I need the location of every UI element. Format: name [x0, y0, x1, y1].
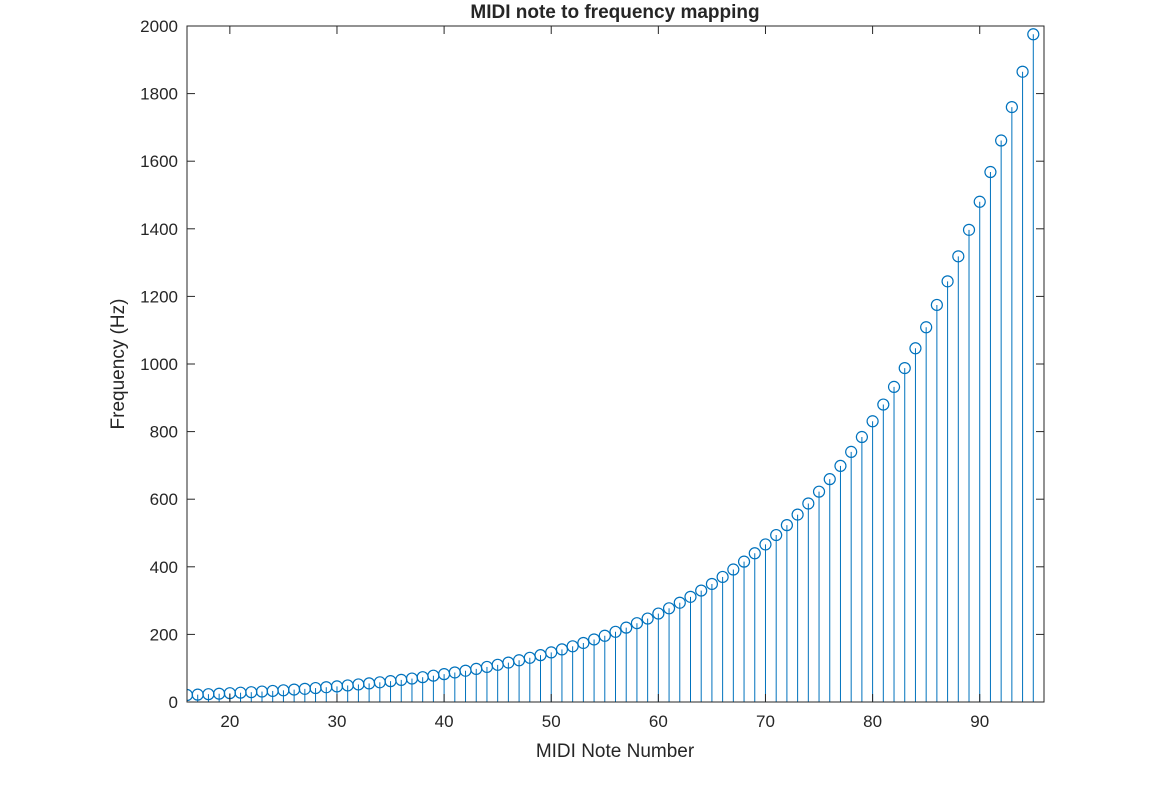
y-tick-label: 1000	[140, 355, 178, 374]
stem-marker	[898, 362, 911, 375]
stem-marker	[577, 636, 590, 650]
x-tick-label: 40	[435, 712, 454, 731]
x-tick-label: 70	[756, 712, 775, 731]
stem-marker	[791, 508, 804, 521]
stem-marker	[673, 596, 686, 609]
stem-marker	[834, 459, 847, 473]
chart-title: MIDI note to frequency mapping	[470, 2, 759, 23]
y-tick-label: 1600	[140, 152, 178, 171]
y-tick-label: 600	[150, 490, 178, 509]
stem-marker	[620, 621, 633, 634]
x-tick-label: 20	[220, 712, 239, 731]
y-tick-label: 1400	[140, 220, 178, 239]
stem-marker	[930, 298, 943, 312]
stem-marker	[770, 528, 783, 542]
stem-marker	[684, 590, 697, 603]
stem-marker	[855, 430, 868, 444]
stem-marker	[695, 584, 708, 597]
stem-marker	[973, 195, 986, 208]
stem-marker	[941, 275, 954, 288]
stem-marker	[587, 633, 601, 646]
x-tick-label: 60	[649, 712, 668, 731]
y-tick-label: 400	[150, 558, 178, 577]
x-axis-label: MIDI Note Number	[536, 741, 695, 762]
y-tick-label: 1800	[140, 85, 178, 104]
stem-marker	[1005, 101, 1018, 114]
stem-marker	[705, 577, 719, 591]
x-tick-label: 30	[328, 712, 347, 731]
stem-marker	[727, 563, 740, 576]
stem-marker	[866, 415, 879, 428]
stem-marker	[609, 625, 622, 638]
stem-marker	[984, 165, 997, 179]
stem-marker	[780, 519, 794, 532]
stem-marker	[845, 445, 858, 458]
y-tick-label: 1200	[140, 287, 178, 306]
x-tick-label: 50	[542, 712, 561, 731]
stem-marker	[962, 223, 976, 236]
stem-marker	[759, 538, 772, 551]
axes-box	[186, 25, 1045, 703]
stem-marker	[1016, 65, 1029, 78]
stem-marker	[737, 555, 751, 568]
stem-marker	[920, 321, 933, 334]
x-tick-label: 80	[863, 712, 882, 731]
stem-marker	[812, 485, 826, 498]
stem-marker	[630, 617, 644, 630]
stem-marker	[748, 547, 761, 560]
stem-marker	[1027, 28, 1040, 41]
stem-marker	[641, 612, 654, 625]
y-tick-label: 800	[150, 423, 178, 442]
y-tick-label: 0	[169, 693, 178, 712]
stem-marker	[995, 134, 1008, 147]
stem-marker	[598, 629, 611, 642]
stem-marker	[716, 570, 729, 584]
y-tick-label: 2000	[140, 17, 178, 36]
stem-marker	[566, 640, 579, 653]
stem-series	[187, 26, 1044, 702]
stem-marker	[662, 602, 676, 615]
stem-marker	[652, 607, 665, 620]
stem-marker	[887, 380, 901, 393]
stem-marker	[952, 250, 965, 263]
stem-marker	[823, 473, 836, 486]
stem-marker	[802, 497, 815, 510]
y-tick-label: 200	[150, 625, 178, 644]
stem-marker	[909, 342, 922, 355]
x-tick-label: 90	[970, 712, 989, 731]
y-axis-label: Frequency (Hz)	[108, 299, 129, 430]
stem-marker	[877, 398, 890, 411]
